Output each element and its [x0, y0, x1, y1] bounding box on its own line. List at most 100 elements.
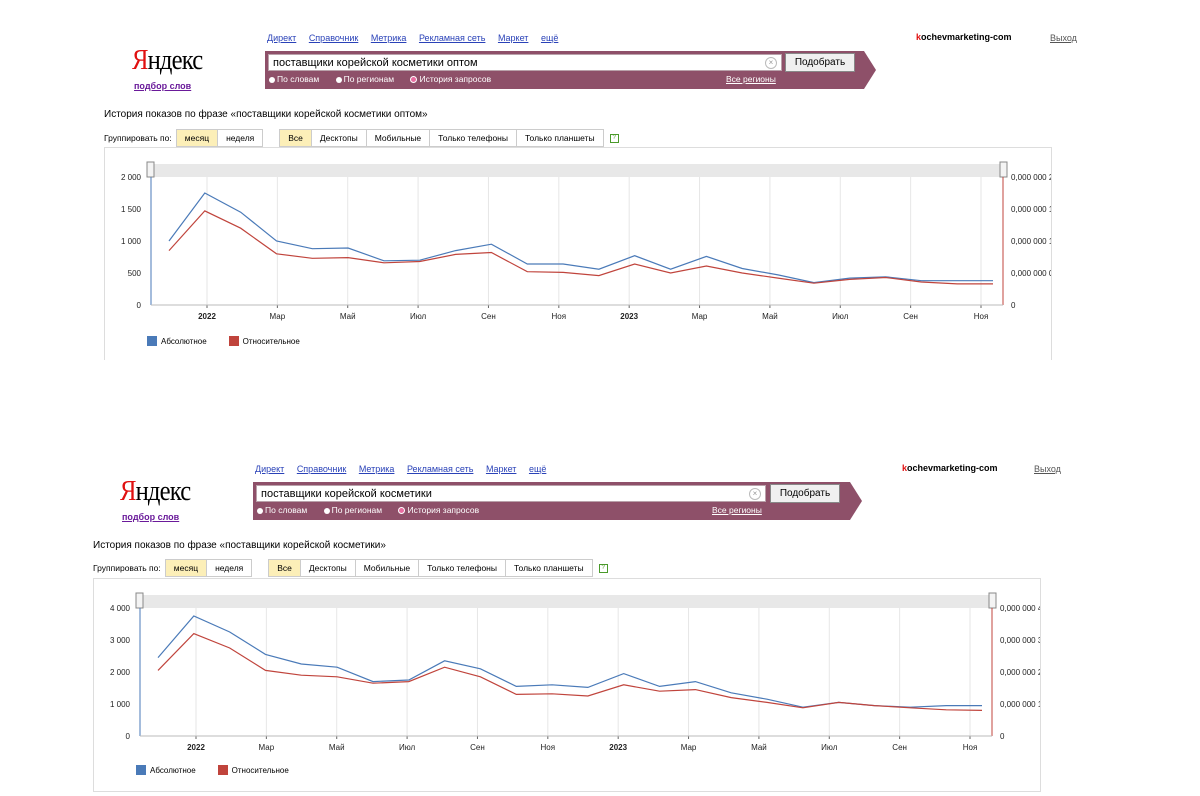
nav-market[interactable]: Маркет	[485, 464, 517, 474]
wordstat-sublogo[interactable]: подбор слов	[134, 81, 192, 91]
range-handle-left	[135, 592, 144, 609]
legend-swatch-abs	[147, 336, 157, 346]
regions-link[interactable]: Все регионы	[726, 74, 776, 84]
device-mobile[interactable]: Мобильные	[355, 560, 420, 576]
chart-box: 2022 Мар Май Июл Сен Ноя 2023 Мар Май Июл Сен Ноя 2 …	[104, 147, 1058, 360]
x-tick-label: Мар	[692, 312, 708, 321]
user-login[interactable]: kochevmarketing-com	[902, 463, 998, 473]
wordstat-sublogo[interactable]: подбор слов	[122, 512, 180, 522]
search-input[interactable]: поставщики корейской косметики ×	[256, 485, 766, 502]
device-desktop[interactable]: Десктопы	[300, 560, 356, 576]
device-tablets[interactable]: Только планшеты	[517, 130, 603, 146]
device-phones[interactable]: Только телефоны	[430, 130, 517, 146]
logout-link[interactable]: Выход	[1034, 464, 1061, 474]
clear-icon[interactable]: ×	[749, 488, 761, 500]
y-left-tick-label: 1 500	[121, 205, 142, 214]
x-tick-label: Май	[751, 743, 767, 752]
nav-direct[interactable]: Директ	[267, 33, 297, 43]
nav-market[interactable]: Маркет	[497, 33, 529, 43]
regions-link[interactable]: Все регионы	[712, 505, 762, 515]
yandex-logo[interactable]: Яндекс	[132, 44, 203, 76]
nav-ad-network[interactable]: Рекламная сеть	[406, 464, 474, 474]
search-query: поставщики корейской косметики	[261, 488, 432, 500]
group-week[interactable]: неделя	[218, 130, 263, 146]
nav-ad-network[interactable]: Рекламная сеть	[418, 33, 486, 43]
group-week[interactable]: неделя	[207, 560, 252, 576]
legend-absolute[interactable]: Абсолютное	[147, 336, 207, 346]
radio-by-regions[interactable]: По регионам	[323, 505, 382, 515]
logout-link[interactable]: Выход	[1050, 33, 1077, 43]
y-right-tick-label: 0,000 000 2	[1000, 668, 1040, 677]
y-left-tick-label: 2 000	[110, 668, 131, 677]
chart-legend: Абсолютное Относительное	[136, 765, 311, 775]
radio-by-regions[interactable]: По регионам	[335, 74, 394, 84]
x-tick-label: Сен	[903, 312, 918, 321]
device-desktop[interactable]: Десктопы	[311, 130, 367, 146]
top-nav: Директ Справочник Метрика Рекламная сеть…	[255, 464, 556, 474]
nav-more[interactable]: ещё	[540, 33, 559, 43]
top-nav: Директ Справочник Метрика Рекламная сеть…	[267, 33, 568, 43]
controls-row: Группировать по: месяц неделя Все Дескто…	[104, 129, 619, 147]
yandex-logo[interactable]: Яндекс	[120, 475, 191, 507]
search-query: поставщики корейской косметики оптом	[273, 57, 478, 69]
search-mode-radios: По словам По регионам История запросов	[269, 74, 505, 84]
chart-legend: Абсолютное Относительное	[147, 336, 322, 346]
search-button[interactable]: Подобрать	[770, 484, 840, 503]
group-selector: месяц неделя	[175, 129, 264, 147]
nav-metrika[interactable]: Метрика	[358, 464, 395, 474]
radio-history[interactable]: История запросов	[410, 74, 491, 84]
group-month[interactable]: месяц	[165, 560, 208, 576]
range-handle-right	[988, 592, 997, 609]
radio-by-words[interactable]: По словам	[269, 74, 319, 84]
device-phones[interactable]: Только телефоны	[419, 560, 506, 576]
nav-metrika[interactable]: Метрика	[370, 33, 407, 43]
search-input[interactable]: поставщики корейской косметики оптом ×	[268, 54, 782, 71]
range-scroller	[140, 595, 992, 608]
y-right-tick-label: 0,000 000 05	[1011, 269, 1051, 278]
x-tick-label: 2023	[609, 743, 627, 752]
y-right-tick-label: 0,000 000 1	[1000, 700, 1040, 709]
group-month[interactable]: месяц	[176, 130, 219, 146]
y-right-tick-label: 0,000 000 1	[1011, 237, 1051, 246]
y-left-tick-label: 0	[126, 732, 131, 741]
series-line-absolute	[157, 615, 982, 708]
device-mobile[interactable]: Мобильные	[366, 130, 431, 146]
device-all[interactable]: Все	[280, 130, 312, 146]
x-tick-label: Ноя	[974, 312, 989, 321]
help-icon[interactable]: ?	[609, 133, 619, 143]
range-handle-right	[999, 161, 1008, 178]
y-right-tick-label: 0	[1000, 732, 1005, 741]
y-left-tick-label: 0	[137, 301, 142, 310]
x-tick-label: Сен	[470, 743, 485, 752]
series-line-absolute	[168, 192, 993, 284]
radio-selected-icon	[398, 507, 406, 515]
x-tick-label: Май	[762, 312, 778, 321]
device-tablets[interactable]: Только планшеты	[506, 560, 592, 576]
series-line-relative	[168, 210, 993, 285]
search-button[interactable]: Подобрать	[785, 53, 855, 72]
nav-spravochnik[interactable]: Справочник	[308, 33, 359, 43]
range-scroller	[151, 164, 1003, 177]
y-right-tick-label: 0,000 000 2	[1011, 173, 1051, 182]
nav-direct[interactable]: Директ	[255, 464, 285, 474]
x-tick-label: Мар	[259, 743, 275, 752]
legend-absolute[interactable]: Абсолютное	[136, 765, 196, 775]
legend-relative[interactable]: Относительное	[217, 765, 289, 775]
help-icon[interactable]: ?	[598, 563, 608, 573]
y-right-tick-label: 0,000 000 4	[1000, 604, 1040, 613]
history-title: История показов по фразе «поставщики кор…	[93, 540, 386, 551]
nav-spravochnik[interactable]: Справочник	[296, 464, 347, 474]
user-login[interactable]: kochevmarketing-com	[916, 32, 1012, 42]
device-all[interactable]: Все	[269, 560, 301, 576]
y-left-tick-label: 1 000	[110, 700, 131, 709]
radio-by-words[interactable]: По словам	[257, 505, 307, 515]
search-band: поставщики корейской косметики оптом × П…	[265, 51, 876, 89]
clear-icon[interactable]: ×	[765, 57, 777, 69]
search-band: поставщики корейской косметики × Подобра…	[253, 482, 862, 520]
device-selector: Все Десктопы Мобильные Только телефоны Т…	[268, 559, 593, 577]
nav-more[interactable]: ещё	[528, 464, 547, 474]
radio-history[interactable]: История запросов	[398, 505, 479, 515]
legend-relative[interactable]: Относительное	[228, 336, 300, 346]
y-left-tick-label: 1 000	[121, 237, 142, 246]
group-label: Группировать по:	[93, 563, 161, 573]
